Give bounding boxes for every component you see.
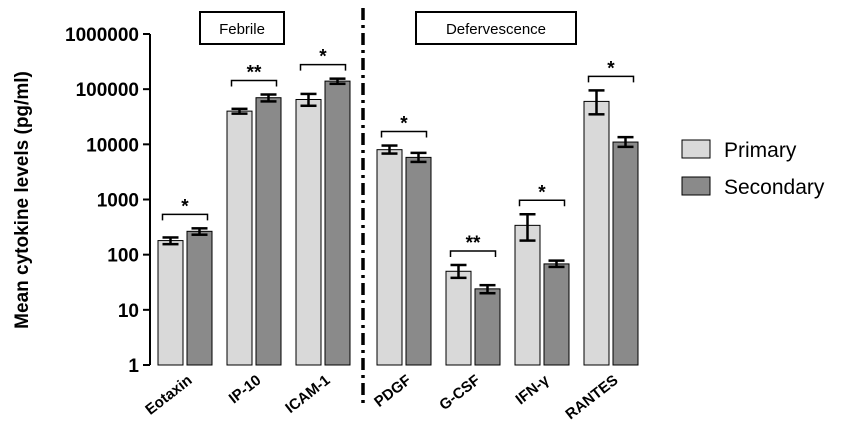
legend-label-primary: Primary xyxy=(724,139,797,162)
bar-primary-3 xyxy=(376,149,403,366)
y-tick-label: 100 xyxy=(107,246,139,267)
significance-marker: * xyxy=(607,58,615,79)
bar-primary-5 xyxy=(514,224,541,366)
y-tick-label: 10000 xyxy=(86,135,139,156)
error-bars xyxy=(162,77,634,295)
panel-label-box xyxy=(415,11,577,45)
significance-marker: ** xyxy=(466,233,481,254)
y-tick-label: 1000000 xyxy=(65,25,139,46)
significance-bracket xyxy=(449,250,497,257)
y-tick-label: 100000 xyxy=(76,80,139,101)
panel-labels: Febrile Defervescence xyxy=(199,11,577,45)
y-tick-label: 1000 xyxy=(97,191,139,212)
significance-marker: ** xyxy=(247,63,262,84)
x-tick-label: IFN-γ xyxy=(512,371,553,408)
significance-marker: * xyxy=(181,196,189,217)
bar-secondary-6 xyxy=(612,141,639,366)
x-tick-label: RANTES xyxy=(562,372,621,423)
significance-bracket xyxy=(230,79,278,87)
bar-primary-1 xyxy=(226,110,253,366)
significance-brackets: ********* xyxy=(161,47,635,257)
x-tick-label: IP-10 xyxy=(226,372,265,407)
bar-secondary-1 xyxy=(255,97,282,366)
panel-label: Defervescence xyxy=(446,21,546,38)
y-axis: 1 10 100 1000 10000 100000 1000000 xyxy=(65,25,151,377)
legend: Primary Secondary xyxy=(681,139,825,199)
panel-label-box xyxy=(199,11,285,45)
bar-secondary-0 xyxy=(186,230,213,366)
bar-secondary-3 xyxy=(405,156,432,366)
significance-bracket xyxy=(587,75,635,83)
x-tick-label: ICAM-1 xyxy=(282,372,333,417)
legend-label-secondary: Secondary xyxy=(724,176,825,199)
x-axis-labels: Eotaxin IP-10 ICAM-1 PDGF G-CSF IFN-γ RANTES xyxy=(142,371,621,423)
significance-bracket xyxy=(161,213,209,221)
significance-marker: * xyxy=(538,182,546,203)
bars xyxy=(157,80,639,366)
bar-primary-2 xyxy=(295,98,322,366)
x-tick-label: G-CSF xyxy=(436,372,483,414)
bar-primary-0 xyxy=(157,240,184,366)
x-tick-label: Eotaxin xyxy=(142,372,195,419)
y-tick-label: 1 xyxy=(128,356,139,377)
legend-swatch-secondary xyxy=(681,176,711,196)
significance-bracket xyxy=(299,63,347,71)
y-axis-title: Mean cytokine levels (pg/ml) xyxy=(12,71,33,329)
bar-secondary-5 xyxy=(543,263,570,366)
panel-label: Febrile xyxy=(219,21,265,38)
significance-marker: * xyxy=(400,114,408,135)
significance-bracket xyxy=(380,130,428,138)
bar-primary-4 xyxy=(445,270,472,366)
bar-secondary-4 xyxy=(474,288,501,366)
y-tick-label: 10 xyxy=(118,301,139,322)
bar-primary-6 xyxy=(583,100,610,366)
significance-bracket xyxy=(518,199,566,207)
significance-marker: * xyxy=(319,47,327,68)
bar-secondary-2 xyxy=(324,80,351,366)
x-tick-label: PDGF xyxy=(371,372,414,411)
legend-swatch-primary xyxy=(681,139,711,159)
